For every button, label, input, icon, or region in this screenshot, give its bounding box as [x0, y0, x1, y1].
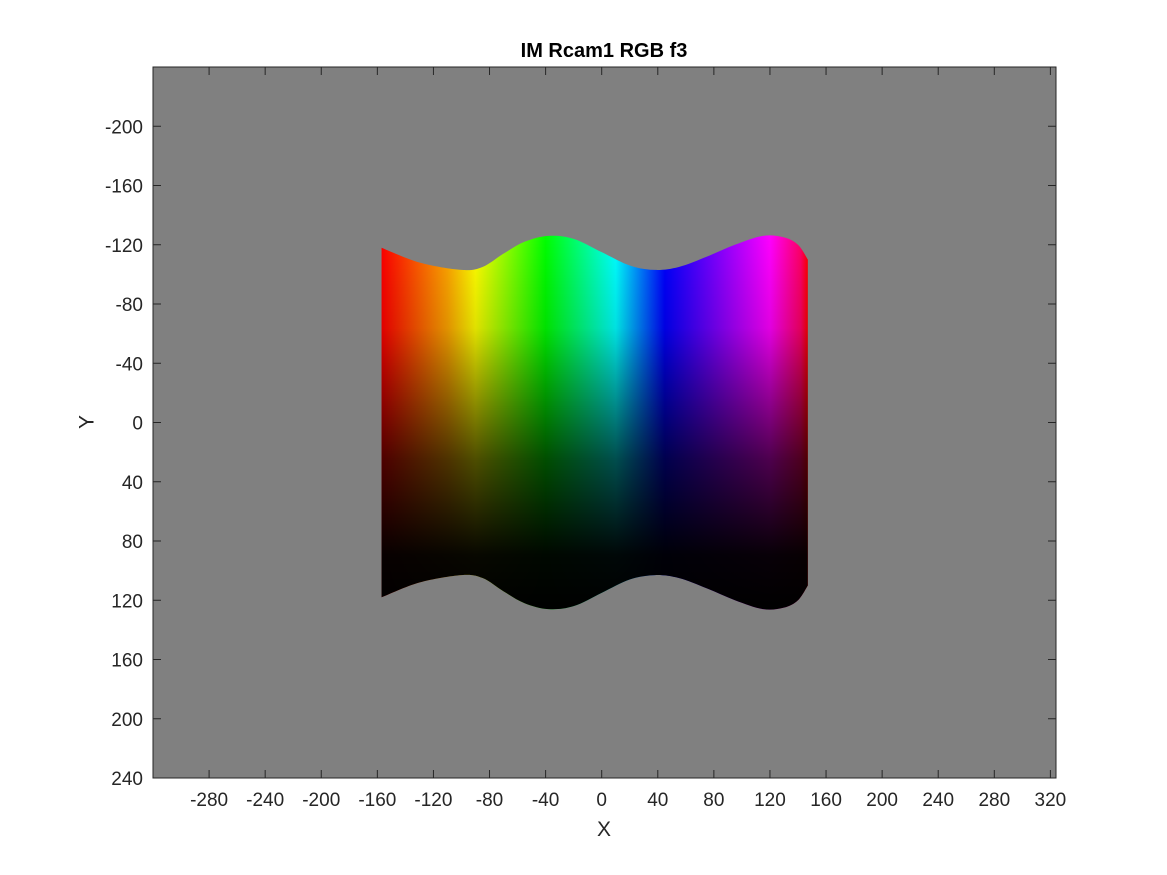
- x-tick-label: -40: [532, 790, 559, 811]
- x-tick-label: -80: [476, 790, 503, 811]
- x-tick-label: 240: [922, 790, 954, 811]
- x-axis-label: X: [597, 818, 611, 841]
- y-tick-label: -160: [105, 177, 143, 198]
- x-tick-label: -200: [302, 790, 340, 811]
- x-tick-label: 120: [754, 790, 786, 811]
- x-tick-label: 320: [1035, 790, 1067, 811]
- y-tick-label: 160: [111, 651, 143, 672]
- y-axis: -200 -160 -120 -80 -40 0 40 80 120 160 200 240: [105, 117, 1056, 790]
- x-tick-label: 80: [703, 790, 724, 811]
- y-tick-label: -80: [116, 295, 143, 316]
- y-tick-label: -40: [116, 354, 143, 375]
- y-tick-label: 80: [122, 532, 143, 553]
- y-axis-label: Y: [76, 415, 99, 429]
- x-tick-label: 40: [647, 790, 668, 811]
- x-tick-label: -160: [358, 790, 396, 811]
- x-tick-label: 160: [810, 790, 842, 811]
- x-tick-label: -120: [414, 790, 452, 811]
- y-tick-label: 240: [111, 769, 143, 790]
- x-tick-label: 0: [596, 790, 607, 811]
- x-axis: -280 -240 -200 -160 -120 -80 -40 0 40 80 120 160 200…: [190, 67, 1066, 811]
- y-tick-label: 40: [122, 473, 143, 494]
- y-tick-label: 0: [132, 414, 143, 435]
- chart-title: IM Rcam1 RGB f3: [521, 40, 688, 62]
- y-tick-label: -200: [105, 117, 143, 138]
- image-shade-layer: [381, 235, 808, 610]
- rgb-image: [381, 235, 808, 610]
- x-tick-label: 200: [866, 790, 898, 811]
- y-tick-label: 120: [111, 591, 143, 612]
- y-tick-label: -120: [105, 236, 143, 257]
- x-tick-label: -280: [190, 790, 228, 811]
- x-tick-label: 280: [978, 790, 1010, 811]
- y-tick-label: 200: [111, 710, 143, 731]
- x-tick-label: -240: [246, 790, 284, 811]
